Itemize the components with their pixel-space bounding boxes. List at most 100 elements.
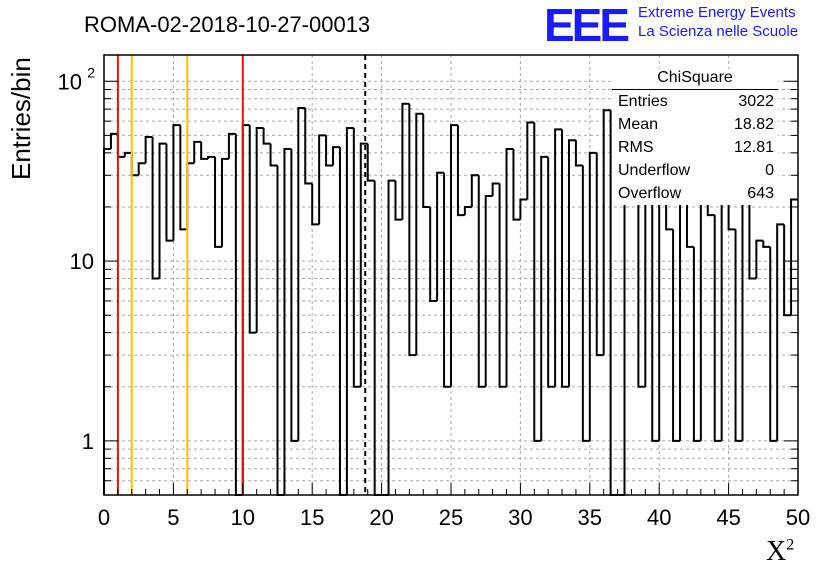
x-tick-label: 15	[300, 505, 324, 530]
histogram-bin	[422, 113, 431, 208]
histogram-bin	[602, 109, 611, 356]
x-tick-label: 10	[231, 505, 255, 530]
x-axis-label: X2	[766, 536, 794, 568]
x-tick-label: 45	[716, 505, 740, 530]
histogram-bin	[699, 176, 708, 441]
stats-title: ChiSquare	[657, 69, 733, 86]
histogram-bin	[567, 139, 576, 387]
histogram-bin	[547, 156, 556, 388]
histogram-bin	[783, 224, 792, 317]
histogram-bin	[727, 199, 736, 231]
histogram-bin	[116, 133, 125, 158]
logo-line-2: La Scienza nelle Scuole	[638, 23, 799, 40]
histogram-bin	[318, 134, 327, 225]
x-axis-label-superscript: 2	[786, 536, 795, 554]
histogram-bin	[325, 135, 334, 167]
x-tick-label: 0	[98, 505, 110, 530]
histogram-bin	[574, 140, 583, 167]
stats-box: ChiSquare Entries 3022 Mean 18.82 RMS 12…	[612, 69, 778, 205]
histogram-bin	[554, 128, 563, 387]
stat-key: RMS	[618, 139, 654, 156]
histogram-bin	[373, 180, 382, 496]
histogram-bin	[526, 121, 535, 200]
histogram-bin	[401, 102, 410, 220]
stat-value: 0	[765, 162, 774, 179]
histogram-bin	[130, 152, 139, 177]
histogram-bin	[394, 180, 403, 221]
y-tick-label: 1	[82, 429, 94, 454]
histogram-bin	[186, 162, 195, 230]
histogram-bin	[137, 162, 146, 176]
histogram-bin	[214, 156, 222, 248]
histogram-bin	[193, 140, 202, 164]
histogram-bin	[123, 151, 132, 157]
histogram-bin	[470, 174, 479, 207]
histogram-bin	[658, 166, 667, 441]
histogram-bin	[734, 229, 743, 442]
stat-value: 643	[747, 185, 774, 202]
histogram-bin	[262, 127, 271, 145]
stat-key: Entries	[618, 93, 668, 110]
histogram-bin	[248, 125, 257, 334]
histogram-bin	[450, 124, 458, 387]
histogram-bin	[429, 206, 438, 302]
histogram-bin	[456, 125, 465, 217]
histogram-bin	[651, 177, 660, 442]
y-tick-label: 10	[58, 69, 82, 94]
histogram-bin	[692, 246, 701, 442]
histogram-bin	[359, 142, 368, 387]
histogram-bin	[540, 155, 549, 441]
histogram-bin	[311, 183, 320, 226]
histogram-bin	[512, 149, 521, 221]
logo-line-1: Extreme Energy Events	[638, 4, 796, 21]
histogram-bin	[366, 143, 375, 182]
histogram-bin	[172, 124, 181, 241]
logo-caption: Extreme Energy Events La Scienza nelle S…	[638, 3, 798, 41]
histogram-bin	[276, 165, 285, 496]
stats-divider	[612, 89, 778, 90]
histogram-bin	[227, 132, 236, 159]
stat-key: Underflow	[618, 162, 691, 179]
histogram-bin	[561, 129, 569, 388]
y-tick-label: 10	[70, 249, 94, 274]
histogram-bin	[484, 195, 493, 387]
histogram-bin	[158, 142, 167, 279]
x-tick-label: 30	[508, 505, 532, 530]
histogram-bin	[762, 240, 771, 248]
histogram-bin	[179, 125, 188, 231]
y-tick-label-exponent: 2	[87, 64, 95, 80]
histogram-bin	[769, 246, 778, 442]
histogram-bin	[748, 196, 757, 280]
histogram-bin	[220, 157, 229, 247]
histogram-bin	[588, 151, 597, 441]
stat-value: 12.81	[733, 139, 774, 156]
histogram-bin	[443, 172, 451, 388]
histogram-bin	[338, 147, 347, 496]
eee-logo: EEE	[544, 0, 630, 51]
histogram-bin	[581, 165, 590, 442]
histogram-bin	[505, 148, 514, 387]
x-axis-label-text: X	[766, 536, 787, 567]
histogram-bin	[408, 103, 417, 357]
histogram-bin	[290, 149, 299, 442]
histogram-bin	[720, 198, 729, 441]
histogram-bin	[109, 132, 118, 150]
histogram-bin	[241, 124, 250, 495]
histogram-bin	[207, 155, 216, 159]
histogram-bin	[672, 229, 681, 442]
histogram-bin	[165, 143, 174, 242]
y-axis-label: Entries/bin	[6, 57, 36, 180]
stat-value: 18.82	[733, 116, 774, 133]
x-tick-label: 35	[578, 505, 602, 530]
histogram-bin	[332, 146, 340, 166]
histogram-bin	[790, 198, 798, 316]
x-tick-label: 20	[369, 505, 393, 530]
histogram-bin	[304, 108, 313, 185]
histogram-bin	[491, 182, 500, 197]
histogram-bin	[637, 130, 646, 388]
histogram-bin	[533, 122, 542, 442]
histogram-bin	[741, 195, 750, 441]
histogram-bin	[498, 183, 507, 388]
histogram-bin	[595, 152, 604, 357]
